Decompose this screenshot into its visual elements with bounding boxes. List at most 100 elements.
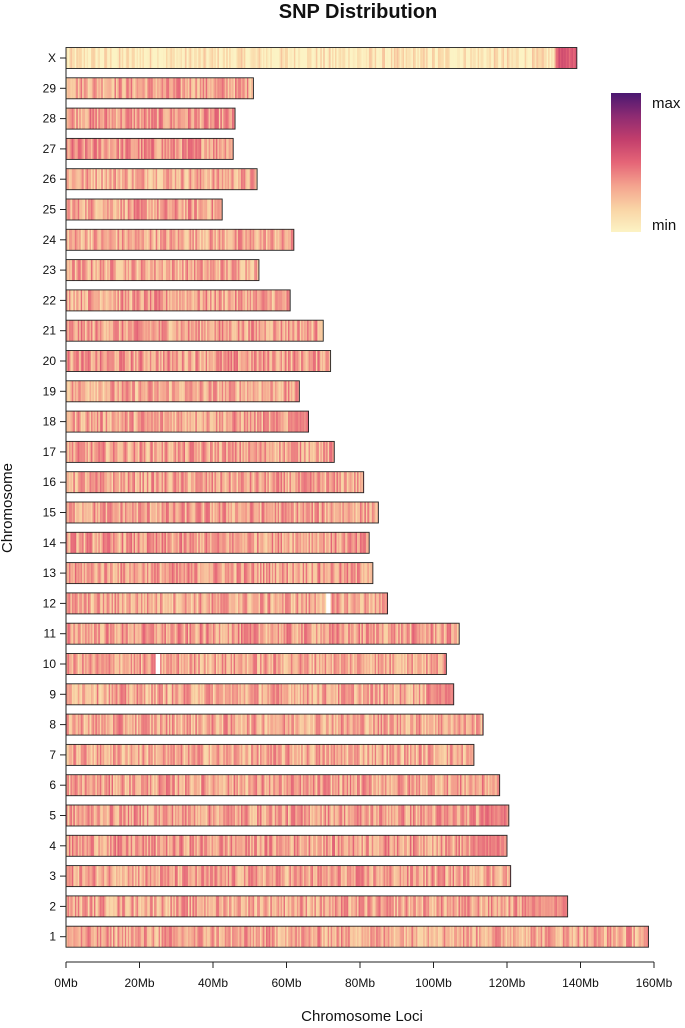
chromosome-bar-16	[65, 471, 365, 494]
y-tick-label-6: 6	[49, 778, 56, 792]
y-tick-label-14: 14	[43, 536, 57, 550]
snp-density-stripes	[66, 774, 500, 796]
snp-density-stripes	[66, 895, 568, 917]
snp-density-stripes	[66, 259, 259, 281]
y-tick-labels: X292827262524232221201918171615141312111…	[43, 51, 67, 944]
chromosome-bar-7	[65, 743, 475, 766]
chromosome-bar-29	[65, 77, 254, 100]
y-axis-title: Chromosome	[0, 463, 16, 553]
x-tick-label: 160Mb	[636, 976, 673, 990]
snp-density-stripes	[66, 77, 254, 99]
y-tick-label-13: 13	[43, 566, 57, 580]
y-tick-label-9: 9	[49, 687, 56, 701]
chromosome-bar-10	[65, 653, 447, 675]
snp-density-stripes	[66, 320, 324, 342]
chromosome-bar-22	[65, 289, 291, 312]
y-tick-label-27: 27	[43, 142, 57, 156]
y-tick-label-26: 26	[43, 172, 57, 186]
y-tick-label-1: 1	[49, 930, 56, 944]
snp-density-stripes	[66, 380, 300, 402]
y-tick-label-2: 2	[49, 899, 56, 913]
chromosome-bar-23	[65, 259, 260, 282]
x-axis: 0Mb 20Mb 40Mb 60Mb 80Mb 100Mb 120Mb 140Mb 160Mb	[54, 961, 673, 990]
snp-density-stripes	[66, 471, 364, 493]
y-tick-label-29: 29	[43, 81, 57, 95]
y-tick-label-17: 17	[43, 445, 57, 459]
chromosome-bar-5	[65, 804, 510, 827]
chromosome-bar-4	[65, 834, 508, 857]
snp-density-stripes	[66, 168, 258, 190]
y-tick-label-3: 3	[49, 869, 56, 883]
snp-density-stripes	[66, 532, 370, 554]
y-tick-label-12: 12	[43, 596, 57, 610]
chromosome-bar-19	[65, 380, 300, 403]
x-tick-label: 20Mb	[124, 976, 154, 990]
x-tick-label: 100Mb	[415, 976, 452, 990]
snp-density-stripes	[66, 350, 331, 372]
snp-density-stripes	[66, 441, 335, 463]
x-tick-label: 0Mb	[54, 976, 78, 990]
chromosome-bar-18	[65, 410, 310, 433]
snp-density-stripes	[66, 108, 236, 130]
chromosome-bar-8	[65, 713, 484, 736]
y-tick-label-X: X	[48, 51, 56, 65]
chromosome-bar-2	[65, 895, 569, 918]
y-tick-label-15: 15	[43, 506, 57, 520]
snp-density-stripes	[66, 744, 474, 766]
chromosome-bar-28	[65, 107, 236, 130]
chromosome-bar-X	[65, 47, 578, 69]
y-tick-label-8: 8	[49, 718, 56, 732]
chromosome-bars	[65, 47, 649, 948]
y-tick-label-16: 16	[43, 475, 57, 489]
y-tick-label-21: 21	[43, 324, 57, 338]
chromosome-bar-13	[65, 562, 374, 585]
snp-density-stripes	[66, 623, 460, 645]
y-tick-label-18: 18	[43, 415, 57, 429]
x-tick-label: 60Mb	[271, 976, 301, 990]
chromosome-bar-24	[65, 228, 295, 251]
y-tick-label-19: 19	[43, 384, 57, 398]
y-tick-label-24: 24	[43, 233, 57, 247]
snp-density-stripes	[66, 199, 223, 220]
y-tick-label-20: 20	[43, 354, 57, 368]
chromosome-bar-11	[65, 622, 460, 645]
snp-density-stripes	[66, 714, 484, 736]
x-tick-label: 120Mb	[489, 976, 526, 990]
snp-density-stripes	[66, 805, 509, 826]
legend-min-label: min	[652, 217, 676, 234]
x-axis-title: Chromosome Loci	[301, 1008, 423, 1025]
snp-density-stripes	[66, 592, 388, 614]
chromosome-bar-27	[65, 137, 234, 160]
y-tick-label-5: 5	[49, 809, 56, 823]
snp-density-stripes	[66, 683, 454, 705]
y-tick-label-23: 23	[43, 263, 57, 277]
chromosome-bar-12	[65, 592, 389, 615]
y-tick-label-7: 7	[49, 748, 56, 762]
snp-density-stripes	[66, 47, 577, 69]
x-tick-label: 80Mb	[345, 976, 375, 990]
chromosome-bar-6	[65, 774, 501, 797]
snp-density-stripes	[66, 289, 291, 311]
chromosome-bar-9	[65, 683, 455, 706]
snp-density-stripes	[66, 502, 379, 523]
snp-density-stripes	[66, 865, 511, 887]
y-tick-label-10: 10	[43, 657, 57, 671]
y-tick-label-22: 22	[43, 293, 57, 307]
y-tick-label-11: 11	[44, 627, 57, 641]
snp-density-stripes	[66, 926, 649, 948]
chart-title: SNP Distribution	[279, 1, 438, 23]
chromosome-bar-26	[65, 168, 258, 191]
snp-density-stripes	[66, 138, 234, 160]
y-tick-label-28: 28	[43, 112, 57, 126]
x-tick-label: 40Mb	[198, 976, 228, 990]
y-tick-label-4: 4	[49, 839, 56, 853]
legend-max-label: max	[652, 95, 681, 112]
x-tick-label: 140Mb	[562, 976, 599, 990]
chromosome-bar-17	[65, 440, 335, 463]
chromosome-bar-1	[65, 925, 649, 948]
snp-density-stripes	[66, 229, 294, 251]
color-legend-bar	[611, 93, 641, 232]
snp-density-stripes	[66, 835, 507, 857]
y-tick-label-25: 25	[43, 203, 57, 217]
